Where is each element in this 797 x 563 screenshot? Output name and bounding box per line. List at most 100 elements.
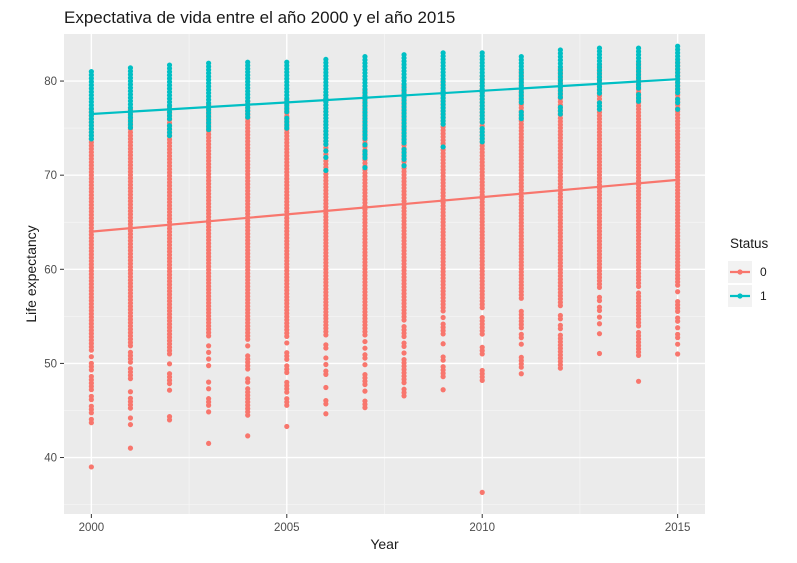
data-point (440, 364, 446, 370)
data-point (362, 142, 368, 148)
data-point (362, 352, 368, 358)
trend-lines (91, 78, 678, 233)
data-point (284, 379, 290, 385)
data-points (88, 43, 681, 495)
data-point (596, 350, 603, 357)
legend: Status 0 1 (728, 236, 769, 307)
data-point (206, 379, 212, 385)
data-point (596, 45, 603, 51)
data-point (127, 389, 134, 395)
data-point (675, 351, 681, 357)
data-point (206, 363, 212, 369)
legend-key-point (737, 269, 743, 275)
data-point (401, 356, 407, 363)
data-point (479, 367, 485, 374)
data-point (284, 396, 290, 402)
data-point (166, 413, 173, 420)
data-point (127, 65, 134, 71)
data-point (362, 53, 368, 60)
data-point (362, 388, 368, 394)
data-point (596, 331, 603, 337)
x-tick-label: 2000 (79, 522, 105, 534)
data-point (440, 354, 446, 360)
data-point (323, 368, 329, 374)
data-point (166, 122, 173, 129)
data-point (635, 45, 642, 51)
data-point (284, 350, 290, 356)
data-point (206, 343, 212, 349)
data-point (518, 308, 524, 314)
data-point (323, 148, 329, 154)
data-point (518, 354, 524, 360)
data-point (88, 69, 94, 75)
data-point (557, 104, 563, 110)
data-point (166, 387, 173, 393)
y-tick-label: 80 (44, 76, 57, 88)
data-point (206, 409, 212, 415)
data-point (284, 423, 290, 430)
data-point (635, 378, 642, 384)
data-point (479, 489, 485, 495)
data-point (88, 464, 94, 470)
data-point (401, 386, 407, 392)
data-point (362, 345, 368, 351)
data-point (518, 109, 524, 115)
data-point (401, 350, 407, 356)
data-point (479, 344, 485, 350)
data-point (245, 59, 251, 65)
x-tick-label: 2015 (665, 522, 691, 534)
data-point (440, 314, 446, 321)
data-point (323, 411, 329, 417)
data-point (323, 342, 329, 348)
legend-item-1: 1 (728, 285, 767, 307)
data-point (245, 343, 251, 349)
data-point (284, 59, 290, 65)
data-point (401, 323, 407, 330)
data-point (245, 376, 251, 382)
data-point (675, 106, 681, 112)
data-point (88, 373, 94, 380)
data-point (440, 321, 446, 327)
y-tick-label: 40 (44, 453, 57, 465)
data-point (245, 433, 251, 439)
data-point (206, 349, 212, 355)
data-point (596, 314, 603, 320)
data-point (206, 356, 212, 362)
x-axis-title: Year (370, 536, 399, 552)
x-axis: 2000 2005 2010 2015 (79, 514, 691, 534)
data-point (127, 415, 134, 421)
data-point (440, 144, 446, 150)
data-point (362, 398, 368, 404)
data-point (675, 331, 681, 337)
legend-title: Status (730, 236, 769, 251)
data-point (596, 304, 603, 310)
data-point (362, 148, 368, 154)
data-point (557, 47, 563, 53)
y-tick-label: 70 (44, 170, 57, 182)
data-point (245, 353, 251, 359)
data-point (166, 371, 173, 377)
legend-key-point (737, 293, 743, 299)
chart-title: Expectativa de vida entre el año 2000 y … (64, 8, 455, 27)
data-point (323, 167, 329, 174)
data-point (88, 360, 94, 366)
data-point (635, 92, 642, 98)
data-point (557, 322, 563, 328)
data-point (440, 387, 446, 393)
data-point (206, 386, 212, 392)
data-point (401, 163, 407, 169)
data-point (323, 154, 329, 161)
data-point (479, 125, 485, 132)
data-point (596, 294, 603, 300)
data-point (206, 60, 212, 66)
data-point (362, 372, 368, 378)
data-point (323, 355, 329, 361)
y-axis-title: Life expectancy (23, 225, 39, 322)
y-tick-label: 50 (44, 358, 57, 370)
data-point (323, 361, 329, 368)
data-point (127, 366, 134, 372)
data-point (518, 331, 524, 337)
legend-item-0: 0 (728, 261, 767, 283)
y-axis: 40 50 60 70 80 (44, 76, 64, 465)
